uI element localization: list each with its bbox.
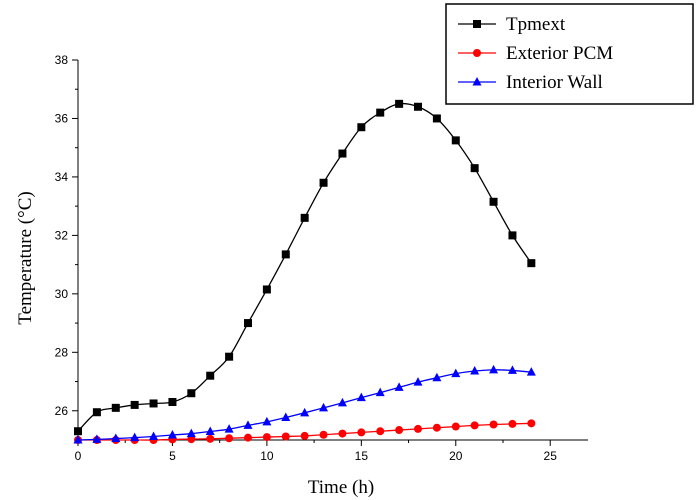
data-point: [451, 368, 461, 378]
legend-label: Exterior PCM: [506, 43, 613, 64]
data-point: [243, 420, 253, 429]
series-line: [77, 369, 532, 441]
x-tick-label: 10: [260, 449, 274, 463]
x-tick-label: 20: [449, 449, 463, 463]
y-tick-label: 28: [55, 345, 69, 359]
x-tick-label: 5: [169, 449, 176, 463]
data-point: [376, 108, 385, 117]
y-tick-label: 32: [55, 228, 69, 242]
data-point: [319, 178, 328, 187]
data-point: [111, 433, 121, 443]
data-point: [414, 102, 422, 111]
data-point: [281, 432, 290, 441]
data-point: [413, 377, 423, 386]
data-point: [167, 430, 177, 439]
y-tick-label: 34: [55, 170, 69, 184]
data-point: [432, 114, 441, 123]
data-point: [526, 367, 536, 376]
data-point: [149, 399, 158, 408]
data-point: [300, 407, 310, 417]
series-2: [73, 364, 536, 444]
legend: Tpmext Exterior PCM Interior Wall: [445, 3, 694, 105]
data-point: [130, 432, 140, 442]
data-point: [527, 419, 536, 428]
axes: 0 5 10 15 20 25 26 28 30 32 34 36 38: [55, 53, 588, 463]
data-point: [338, 429, 347, 438]
legend-marker: [472, 77, 482, 86]
data-point: [527, 259, 536, 268]
data-point: [376, 427, 385, 436]
data-point: [73, 435, 83, 444]
data-point: [319, 430, 328, 439]
series-line: [77, 102, 532, 432]
data-point: [508, 419, 517, 428]
data-point: [414, 424, 422, 433]
y-tick-label: 38: [55, 53, 69, 67]
data-point: [92, 434, 102, 443]
y-tick-label: 30: [55, 287, 69, 301]
data-point: [244, 319, 252, 328]
data-point: [168, 398, 177, 406]
y-axis-title: Temperature (°C): [15, 191, 36, 324]
data-point: [338, 149, 347, 158]
legend-marker: [473, 49, 481, 57]
data-point: [224, 424, 234, 433]
legend-label: Interior Wall: [506, 72, 603, 93]
data-point: [281, 412, 291, 421]
series-0: [74, 99, 536, 436]
data-point: [281, 250, 290, 259]
data-point: [394, 382, 404, 391]
data-point: [111, 403, 120, 412]
data-point: [92, 408, 101, 417]
data-point: [130, 400, 139, 409]
data-point: [395, 426, 404, 435]
data-point: [507, 365, 517, 374]
data-point: [470, 164, 479, 173]
data-point: [300, 213, 309, 222]
data-point: [470, 421, 479, 430]
legend-label: Tpmext: [506, 14, 566, 35]
data-point: [244, 433, 252, 442]
data-point: [489, 364, 499, 374]
data-point: [337, 397, 347, 407]
x-tick-label: 25: [544, 449, 558, 463]
data-point: [508, 231, 517, 240]
data-point: [432, 372, 442, 382]
data-point: [206, 434, 215, 443]
data-point: [357, 428, 366, 437]
data-point: [225, 352, 234, 361]
data-point: [262, 416, 272, 426]
data-point: [74, 427, 82, 436]
data-point: [205, 426, 215, 436]
x-tick-label: 15: [355, 449, 369, 463]
data-point: [149, 431, 159, 440]
data-point: [356, 392, 366, 402]
data-point: [357, 123, 366, 132]
y-tick-label: 36: [55, 111, 69, 125]
data-point: [187, 435, 196, 444]
data-point: [225, 434, 234, 443]
data-point: [300, 431, 309, 440]
x-axis-title: Time (h): [308, 477, 374, 498]
data-point: [186, 428, 196, 438]
data-point: [470, 366, 480, 375]
x-tick-label: 0: [75, 449, 82, 463]
legend-marker: [473, 20, 481, 28]
data-point: [262, 433, 271, 442]
series-layer: [73, 99, 536, 444]
data-point: [262, 285, 271, 294]
data-point: [319, 402, 329, 412]
data-point: [432, 423, 441, 432]
data-point: [451, 136, 460, 145]
data-point: [451, 422, 460, 431]
data-point: [489, 420, 498, 429]
data-point: [206, 371, 215, 380]
data-point: [375, 387, 385, 397]
data-point: [489, 197, 498, 206]
legend-box: [445, 3, 694, 105]
y-tick-label: 26: [55, 404, 69, 418]
data-point: [395, 99, 404, 108]
data-point: [187, 389, 196, 398]
